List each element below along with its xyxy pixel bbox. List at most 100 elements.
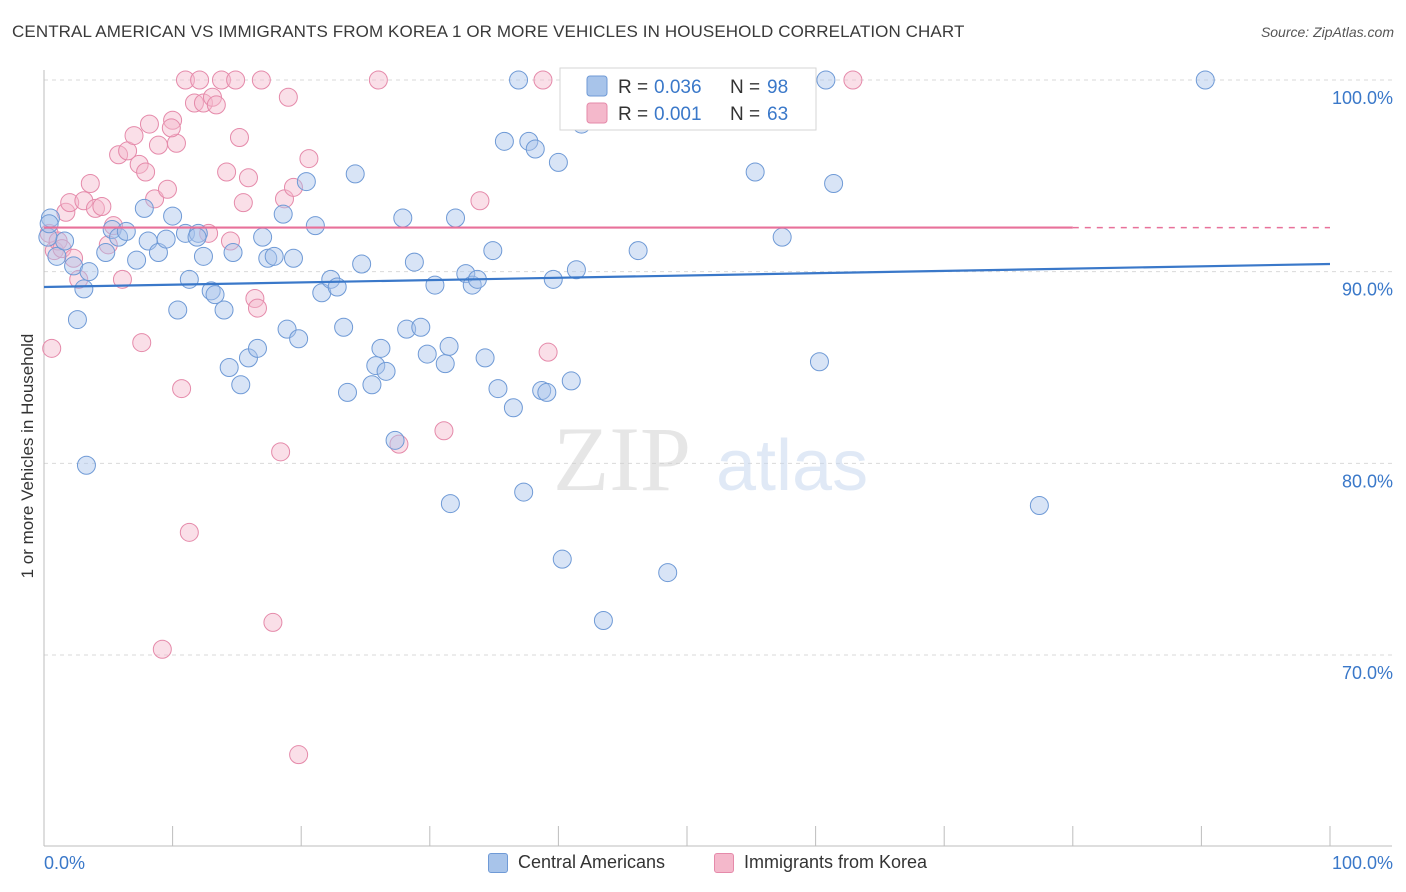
legend-label-immigrants-from-korea: Immigrants from Korea — [744, 852, 928, 872]
point-central-americans — [366, 356, 386, 376]
point-central-americans — [593, 611, 613, 630]
point-central-americans — [231, 375, 251, 395]
point-central-americans — [561, 371, 581, 391]
point-immigrants-from-korea — [179, 522, 199, 542]
point-central-americans — [658, 563, 678, 583]
point-immigrants-from-korea — [470, 191, 490, 211]
y-tick-label: 80.0% — [1342, 471, 1393, 491]
point-immigrants-from-korea — [152, 639, 172, 659]
point-central-americans — [483, 241, 503, 261]
point-central-americans — [296, 172, 316, 192]
point-central-americans — [816, 70, 836, 90]
point-immigrants-from-korea — [166, 133, 186, 153]
point-central-americans — [503, 398, 523, 418]
legend-blue-n-label: N = — [730, 77, 760, 98]
point-central-americans — [96, 243, 116, 262]
legend-bottom: Central Americans Immigrants from Korea — [0, 852, 1406, 878]
point-central-americans — [67, 310, 87, 330]
legend-pink-n-value: 63 — [767, 104, 788, 125]
point-central-americans — [76, 455, 96, 475]
point-immigrants-from-korea — [161, 118, 181, 138]
point-central-americans — [393, 208, 413, 228]
point-immigrants-from-korea — [157, 179, 177, 199]
point-immigrants-from-korea — [389, 434, 409, 454]
grid-layer — [44, 79, 1392, 656]
point-central-americans — [205, 285, 225, 305]
point-immigrants-from-korea — [80, 174, 100, 193]
point-central-americans — [283, 248, 303, 268]
point-immigrants-from-korea — [251, 70, 271, 90]
watermark-atlas: atlas — [716, 426, 868, 506]
point-central-americans — [385, 430, 405, 450]
point-central-americans — [519, 131, 539, 151]
point-central-americans — [446, 208, 466, 228]
point-immigrants-from-korea — [211, 70, 231, 90]
point-immigrants-from-korea — [85, 198, 105, 218]
axis-layer — [43, 70, 1392, 847]
points-immigrants-from-korea — [39, 70, 863, 765]
point-central-americans — [337, 382, 357, 402]
point-central-americans — [425, 275, 445, 295]
point-immigrants-from-korea — [283, 177, 303, 197]
legend-top: R = 0.036 N = 98 R = 0.001 N = 63 — [559, 67, 817, 131]
point-immigrants-from-korea — [163, 110, 183, 130]
point-immigrants-from-korea — [289, 745, 309, 765]
point-central-americans — [219, 358, 239, 377]
x-tick-label-end: 100.0% — [1332, 853, 1393, 873]
point-central-americans — [273, 204, 293, 224]
point-central-americans — [435, 354, 455, 374]
y-tick-label-layer: 70.0% 80.0% 90.0% 100.0% — [1332, 88, 1393, 683]
point-central-americans — [47, 246, 67, 266]
point-central-americans — [247, 338, 267, 358]
legend-blue-r-value: 0.036 — [654, 77, 702, 98]
point-central-americans — [509, 70, 529, 90]
point-central-americans — [1029, 496, 1049, 515]
x-tick-label-start: 0.0% — [44, 853, 85, 873]
point-central-americans — [475, 348, 495, 368]
point-immigrants-from-korea — [172, 379, 192, 399]
point-central-americans — [334, 317, 354, 337]
x-tick-layer — [43, 826, 1331, 846]
trend-layer — [43, 226, 1331, 289]
point-central-americans — [376, 361, 396, 381]
point-immigrants-from-korea — [533, 70, 553, 90]
point-immigrants-from-korea — [247, 298, 267, 318]
point-immigrants-from-korea — [139, 114, 159, 134]
point-central-americans — [552, 549, 572, 569]
point-immigrants-from-korea — [129, 154, 149, 174]
y-tick-label: 90.0% — [1342, 280, 1393, 300]
point-immigrants-from-korea — [434, 421, 454, 441]
point-immigrants-from-korea — [217, 162, 237, 182]
y-axis-title: 1 or more Vehicles in Household — [18, 334, 37, 579]
point-central-americans — [772, 227, 792, 247]
point-central-americans — [440, 494, 460, 514]
legend-item-central-americans[interactable]: Central Americans — [488, 852, 665, 873]
point-immigrants-from-korea — [74, 191, 94, 211]
point-central-americans — [352, 254, 372, 274]
point-central-americans — [566, 260, 586, 280]
point-immigrants-from-korea — [98, 235, 118, 255]
point-immigrants-from-korea — [64, 248, 84, 268]
point-central-americans — [127, 250, 147, 270]
point-central-americans — [156, 229, 176, 249]
point-central-americans — [628, 241, 648, 261]
point-immigrants-from-korea — [220, 231, 240, 251]
point-central-americans — [201, 281, 221, 301]
point-immigrants-from-korea — [124, 126, 144, 146]
point-central-americans — [494, 131, 514, 151]
legend-pink-r-label: R = — [618, 104, 648, 125]
point-immigrants-from-korea — [206, 95, 226, 115]
point-central-americans — [79, 262, 99, 282]
point-central-americans — [1195, 70, 1215, 90]
point-central-americans — [345, 164, 365, 184]
point-central-americans — [168, 300, 188, 320]
point-central-americans — [187, 227, 207, 247]
point-central-americans — [253, 227, 273, 247]
point-central-americans — [163, 206, 183, 226]
point-central-americans — [305, 216, 325, 236]
point-central-americans — [264, 246, 284, 266]
point-immigrants-from-korea — [92, 197, 112, 216]
point-central-americans — [321, 269, 341, 289]
legend-item-immigrants-from-korea[interactable]: Immigrants from Korea — [714, 852, 927, 873]
